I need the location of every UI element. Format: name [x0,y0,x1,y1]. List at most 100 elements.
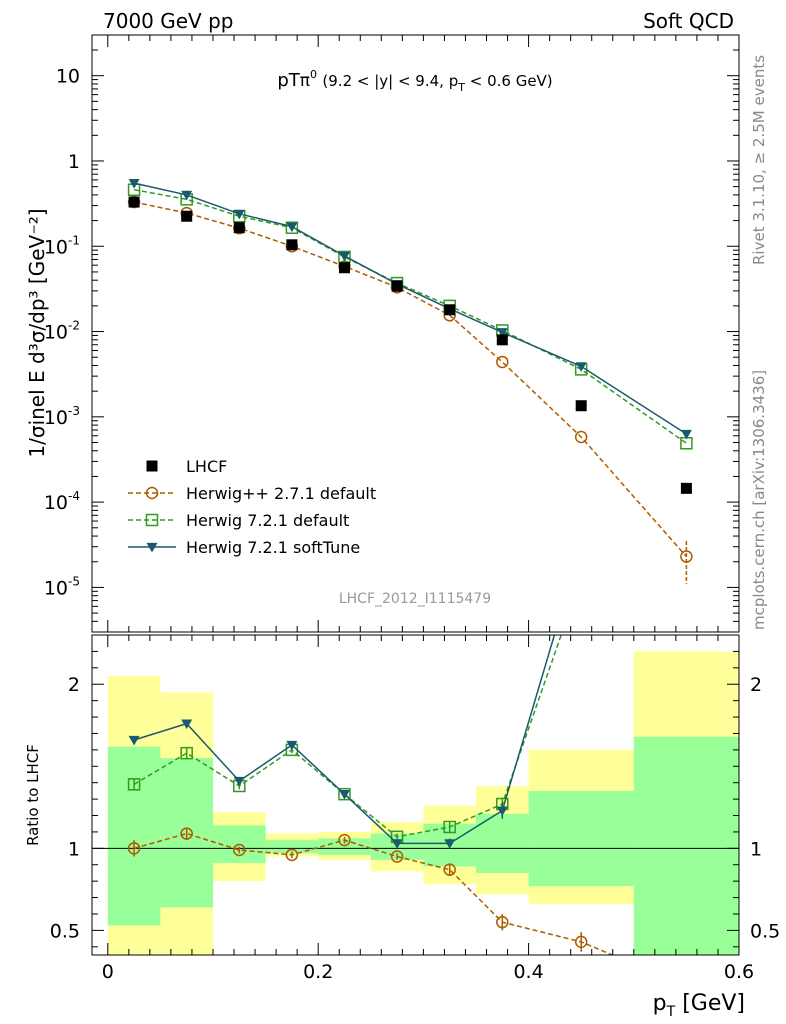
legend-marker-softtune [146,542,158,553]
watermark: LHCF_2012_I1115479 [339,591,491,607]
series-line-herwig721 [133,189,687,444]
ratio-panel: 0 0.2 0.4 0.6 0.5 0.5 1 1 2 2 Ratio to LHCF pT [G… [24,303,780,1020]
ratio-frame [91,634,740,956]
rivet-label: Rivet 3.1.10, ≥ 2.5M events [750,55,768,265]
point-softtune [338,251,350,262]
ratio-point-herwigpp [443,863,456,876]
ratio-y-tick-label: 0.5 [50,920,80,942]
main-y-tick-label: 10-5 [44,574,80,599]
point-data [444,304,456,316]
point-softtune [233,209,245,220]
x-tick-label: 0.6 [724,961,754,983]
point-data [181,210,193,222]
legend-marker-herwig721 [145,513,159,527]
main-title-pi-sup: 0 [310,68,317,81]
main-title: pTπ0 (9.2 < |y| < 9.4, pT < 0.6 GeV) [277,68,552,94]
point-softtune [575,362,587,372]
legend-label-softtune: Herwig 7.2.1 softTune [186,538,360,557]
main-y-tick-label: 10-1 [44,233,80,258]
x-axis-label-main: p [653,991,667,1016]
ratio-point-herwig721 [127,778,141,791]
legend: LHCF Herwig++ 2.7.1 default Herwig 7.2.1 d… [128,457,376,557]
ratio-y-tick-label: 1 [68,838,80,860]
ratio-point-softtune [233,776,245,787]
series-line-herwigpp [133,201,687,558]
ratio-point-softtune [496,806,508,817]
main-y-tick-label: 10-4 [44,489,80,514]
uncertainty-band-inner [107,746,161,926]
series-herwigpp [127,195,693,563]
legend-item-data: LHCF [146,457,227,476]
uncertainty-band-inner [265,840,319,854]
main-y-tick-label: 1 [68,151,80,173]
header-energy-label: 7000 GeV pp [103,9,234,33]
series-line-softtune [133,182,687,435]
point-herwig721 [285,221,299,234]
ratio-point-softtune [681,303,692,313]
point-softtune [680,429,692,440]
ratio-point-herwigpp [127,842,141,855]
point-data [496,334,508,346]
point-softtune [181,190,193,201]
point-softtune [128,178,140,189]
ratio-point-softtune [576,541,587,551]
series-data [128,196,692,494]
uncertainty-band-inner [475,813,529,873]
point-softtune [286,222,298,233]
point-data [391,280,403,292]
ratio-point-herwigpp [338,833,351,847]
main-y-tick-label: 10-3 [44,404,80,429]
ratio-point-softtune [181,719,193,730]
ratio-y-tick-label-right: 0.5 [750,920,780,942]
ratio-point-herwigpp [390,850,404,863]
legend-label-herwigpp: Herwig++ 2.7.1 default [186,484,376,503]
ratio-point-softtune [444,839,456,849]
ratio-point-herwig721 [443,820,456,834]
x-tick-label: 0.4 [513,961,543,983]
mcplots-label: mcplots.cern.ch [arXiv:1306.3436] [750,370,768,630]
ratio-series-herwigpp [127,827,615,955]
x-axis-label: pT [GeV] [653,991,745,1020]
ratio-point-herwig721 [180,746,193,760]
point-data [233,222,245,234]
x-axis-label-sub: T [666,1004,676,1020]
ratio-point-softtune [128,735,140,746]
point-data [338,262,350,274]
ratio-point-herwigpp [233,843,246,857]
ratio-point-herwigpp [285,848,299,862]
uncertainty-band-inner [633,736,739,955]
main-title-sub: T [457,81,465,94]
legend-item-herwig721: Herwig 7.2.1 default [128,511,349,530]
ratio-line-herwigpp [133,832,615,955]
legend-label-data: LHCF [186,457,227,476]
ratio-y-tick-label-right: 2 [750,674,762,696]
point-herwigpp [574,430,588,444]
ratio-y-tick-label-right: 1 [750,838,762,860]
point-softtune [496,328,508,338]
point-data [286,239,298,251]
main-y-tick-label: 10 [56,66,80,88]
ratio-y-tick-label: 2 [68,674,80,696]
ratio-point-herwigpp [496,915,509,929]
point-data [575,400,587,412]
ratio-point-herwigpp [574,935,588,949]
main-title-rest: (9.2 < |y| < 9.4, p [322,72,458,90]
legend-marker-herwigpp [145,486,159,500]
point-data [128,196,140,208]
legend-marker-data [146,460,158,472]
main-panel: 10-5 10-4 10-3 10-2 10-1 1 10 pTπ0 (9.2 < |y| … [25,34,740,633]
main-frame [91,34,740,633]
main-title-main: pT [277,70,300,91]
main-title-pi: π [300,71,310,91]
main-y-tick-label: 10-2 [44,319,80,344]
header-category-label: Soft QCD [643,9,734,33]
uncertainty-band-inner [318,838,371,855]
main-title-tail: < 0.6 GeV) [465,72,553,90]
point-data [680,482,692,494]
legend-label-herwig721: Herwig 7.2.1 default [186,511,349,530]
series-herwig721 [127,183,693,450]
series-softtune [128,178,692,440]
ratio-ylabel: Ratio to LHCF [24,744,42,846]
ratio-point-herwig721 [576,572,587,583]
